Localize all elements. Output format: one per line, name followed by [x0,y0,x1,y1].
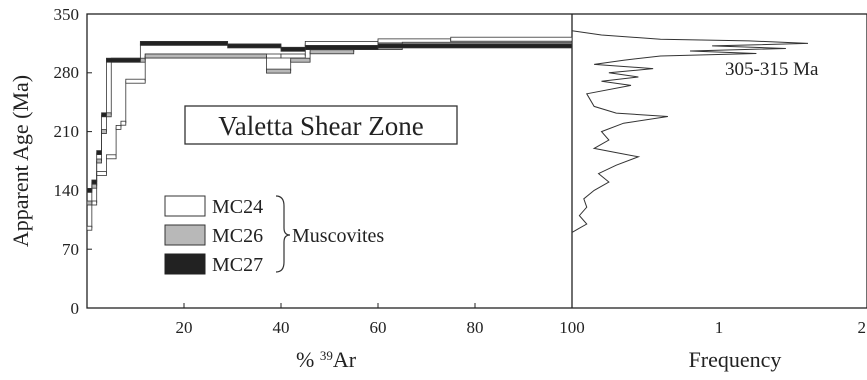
step-mc26 [290,57,311,63]
y-axis-title: Apparent Age (Ma) [8,75,33,247]
peak-annotation: 305-315 Ma [725,59,819,80]
step-mc26 [86,200,93,206]
legend: MC24 MC26 MC27 Muscovites [164,195,384,276]
legend-label: MC26 [212,225,263,247]
step-mc26 [91,183,98,189]
step-mc24 [120,120,127,126]
freq-tick-label: 1 [715,318,724,337]
step-mc27 [106,57,141,63]
x-tick-label: 60 [370,318,387,337]
y-tick-label: 70 [62,240,79,259]
legend-swatch-mc24 [164,195,206,217]
step-mc26 [266,68,292,74]
step-mc26 [309,49,355,55]
legend-label: MC27 [212,254,263,276]
step-mc27 [86,187,93,193]
legend-label: MC24 [212,196,263,218]
step-mc24 [304,41,379,46]
x-tick-label: 80 [467,318,484,337]
age-spectra [86,36,573,231]
x-tick-label: 100 [559,318,585,337]
step-mc24 [125,78,146,84]
chart-title: Valetta Shear Zone [218,111,423,141]
step-mc27 [91,179,98,185]
x-tick-label: 40 [273,318,290,337]
title-box [184,105,458,145]
legend-swatch-mc26 [164,224,206,246]
x-tick-marks [183,303,573,308]
legend-group-label: Muscovites [292,225,384,247]
step-mc26 [101,129,107,135]
step-mc27 [101,112,107,118]
step-mc24 [450,36,573,42]
step-mc24 [96,171,107,177]
y-tick-label: 350 [54,5,80,24]
step-mc27 [96,150,102,156]
step-mc27 [377,43,573,49]
x-axis-title-superscript: 39 [320,348,333,363]
plot-frame [86,13,867,309]
legend-brace [275,195,291,273]
y-tick-label: 210 [54,122,80,141]
step-mc27 [304,45,379,50]
step-mc26 [106,112,112,118]
step-mc27 [280,46,306,52]
step-mc24 [86,225,93,231]
step-mc24 [91,200,98,206]
step-mc24 [106,154,117,160]
y-tick-marks [87,13,92,309]
step-mc24 [280,53,306,59]
step-mc27 [139,41,229,46]
freq-axis-title: Frequency [689,347,782,372]
step-mc24 [115,125,122,130]
step-mc26 [96,158,102,164]
x-axis-title-prefix: % [296,347,320,372]
freq-tick-label: 2 [858,318,867,337]
x-tick-label: 20 [176,318,193,337]
y-tick-label: 280 [54,63,80,82]
y-tick-label: 140 [54,181,80,200]
y-tick-label: 0 [71,299,80,318]
x-axis-title-suffix: Ar [333,347,357,372]
step-mc27 [227,43,282,49]
step-mc26 [144,53,267,59]
legend-swatch-mc27 [164,253,206,275]
x-axis-title: % 39Ar [296,347,357,372]
frequency-curve [571,30,809,233]
